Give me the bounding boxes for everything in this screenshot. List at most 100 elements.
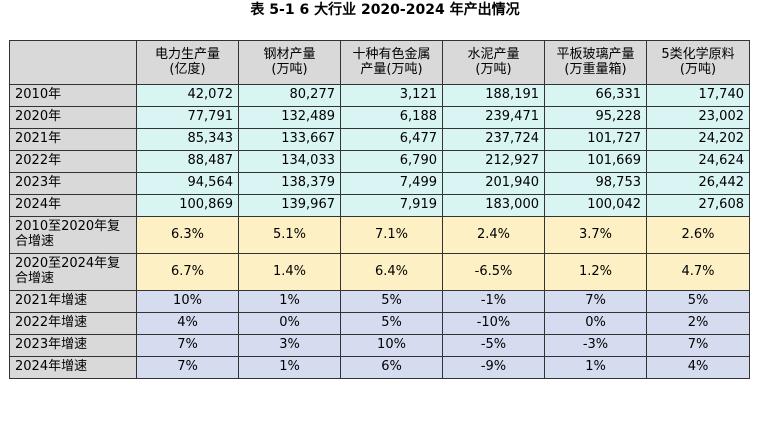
data-cell: 5%: [340, 290, 443, 313]
growth-row: 2022年增速 4% 0% 5% -10% 0% 2%: [9, 312, 750, 335]
production-row: 2021年 85,343 133,667 6,477 237,724 101,727 24,…: [9, 128, 750, 151]
data-cell: 7,499: [340, 172, 443, 195]
data-cell: 212,927: [442, 150, 545, 173]
data-cell: 7%: [646, 334, 750, 357]
data-cell: 201,940: [442, 172, 545, 195]
data-cell: 5%: [340, 312, 443, 335]
data-cell: 80,277: [238, 84, 341, 107]
data-cell: 0%: [544, 312, 647, 335]
data-cell: 6,477: [340, 128, 443, 151]
production-row: 2020年 77,791 132,489 6,188 239,471 95,228 23,0…: [9, 106, 750, 129]
data-cell: 7%: [544, 290, 647, 313]
data-cell: 7%: [136, 334, 239, 357]
column-header-label: 钢材产量: [263, 46, 316, 62]
production-row: 2023年 94,564 138,379 7,499 201,940 98,753 26,4…: [9, 172, 750, 195]
data-cell: 10%: [340, 334, 443, 357]
data-cell: 42,072: [136, 84, 239, 107]
data-cell: 95,228: [544, 106, 647, 129]
column-header-unit: (万吨): [271, 61, 308, 77]
data-cell: 188,191: [442, 84, 545, 107]
data-cell: 6.3%: [136, 216, 239, 254]
data-cell: 239,471: [442, 106, 545, 129]
data-cell: 1.4%: [238, 253, 341, 291]
column-header-unit: (万吨): [679, 61, 717, 77]
cagr-row: 2020至2024年复合增速 6.7% 1.4% 6.4% -6.5% 1.2% 4.7%: [9, 253, 750, 291]
data-cell: 4.7%: [646, 253, 750, 291]
data-cell: 2.6%: [646, 216, 750, 254]
data-cell: 0%: [238, 312, 341, 335]
column-header-electricity: 电力生产量 (亿度): [136, 40, 239, 85]
header-row: 电力生产量 (亿度) 钢材产量 (万吨) 十种有色金属 产量(万吨) 水泥产量 …: [9, 40, 750, 85]
data-cell: 10%: [136, 290, 239, 313]
production-row: 2010年 42,072 80,277 3,121 188,191 66,331 17,74…: [9, 84, 750, 107]
column-header-chemicals: 5类化学原料 (万吨): [646, 40, 750, 85]
row-label: 2023年增速: [9, 334, 137, 357]
data-cell: 5%: [646, 290, 750, 313]
data-cell: 3.7%: [544, 216, 647, 254]
row-label: 2024年增速: [9, 356, 137, 379]
row-label: 2020至2024年复合增速: [9, 253, 137, 291]
column-header-label: 5类化学原料: [661, 46, 735, 62]
data-cell: -6.5%: [442, 253, 545, 291]
column-header-label: 十种有色金属: [352, 46, 431, 62]
data-cell: 94,564: [136, 172, 239, 195]
industry-output-table: 电力生产量 (亿度) 钢材产量 (万吨) 十种有色金属 产量(万吨) 水泥产量 …: [9, 40, 750, 379]
data-cell: -5%: [442, 334, 545, 357]
data-cell: 17,740: [646, 84, 750, 107]
data-cell: 2%: [646, 312, 750, 335]
data-cell: 23,002: [646, 106, 750, 129]
data-cell: 6%: [340, 356, 443, 379]
data-cell: 100,869: [136, 194, 239, 217]
data-cell: 183,000: [442, 194, 545, 217]
data-cell: 24,624: [646, 150, 750, 173]
data-cell: 85,343: [136, 128, 239, 151]
data-cell: 88,487: [136, 150, 239, 173]
row-label: 2022年增速: [9, 312, 137, 335]
row-label: 2023年: [9, 172, 137, 195]
table-caption: 表 5-1 6 大行业 2020-2024 年产出情况: [250, 2, 520, 18]
row-label: 2020年: [9, 106, 137, 129]
data-cell: 1.2%: [544, 253, 647, 291]
data-cell: 6,188: [340, 106, 443, 129]
column-header-flat-glass: 平板玻璃产量 (万重量箱): [544, 40, 647, 85]
growth-row: 2021年增速 10% 1% 5% -1% 7% 5%: [9, 290, 750, 313]
row-label: 2024年: [9, 194, 137, 217]
data-cell: 5.1%: [238, 216, 341, 254]
row-label: 2021年增速: [9, 290, 137, 313]
data-cell: 6,790: [340, 150, 443, 173]
data-cell: 26,442: [646, 172, 750, 195]
data-cell: 100,042: [544, 194, 647, 217]
column-header-cement: 水泥产量 (万吨): [442, 40, 545, 85]
data-cell: 77,791: [136, 106, 239, 129]
data-cell: 98,753: [544, 172, 647, 195]
data-cell: 3,121: [340, 84, 443, 107]
data-cell: 7%: [136, 356, 239, 379]
data-cell: 6.7%: [136, 253, 239, 291]
data-cell: 66,331: [544, 84, 647, 107]
data-cell: 1%: [238, 356, 341, 379]
data-cell: -10%: [442, 312, 545, 335]
data-cell: 132,489: [238, 106, 341, 129]
column-header-label: 电力生产量: [154, 46, 220, 62]
column-header-nonferrous: 十种有色金属 产量(万吨): [340, 40, 443, 85]
row-label: 2010至2020年复合增速: [9, 216, 137, 254]
data-cell: 4%: [646, 356, 750, 379]
data-cell: 27,608: [646, 194, 750, 217]
data-cell: 134,033: [238, 150, 341, 173]
data-cell: -3%: [544, 334, 647, 357]
data-cell: 1%: [544, 356, 647, 379]
data-cell: 133,667: [238, 128, 341, 151]
data-cell: -9%: [442, 356, 545, 379]
data-cell: 101,727: [544, 128, 647, 151]
data-cell: 237,724: [442, 128, 545, 151]
column-header-unit: 产量(万吨): [360, 61, 423, 77]
data-cell: 2.4%: [442, 216, 545, 254]
data-cell: 101,669: [544, 150, 647, 173]
data-cell: 6.4%: [340, 253, 443, 291]
column-header-unit: (万重量箱): [564, 61, 627, 77]
row-label: 2021年: [9, 128, 137, 151]
growth-row: 2024年增速 7% 1% 6% -9% 1% 4%: [9, 356, 750, 379]
cagr-row: 2010至2020年复合增速 6.3% 5.1% 7.1% 2.4% 3.7% 2.6%: [9, 216, 750, 254]
data-cell: 7.1%: [340, 216, 443, 254]
column-header-unit: (万吨): [475, 61, 512, 77]
